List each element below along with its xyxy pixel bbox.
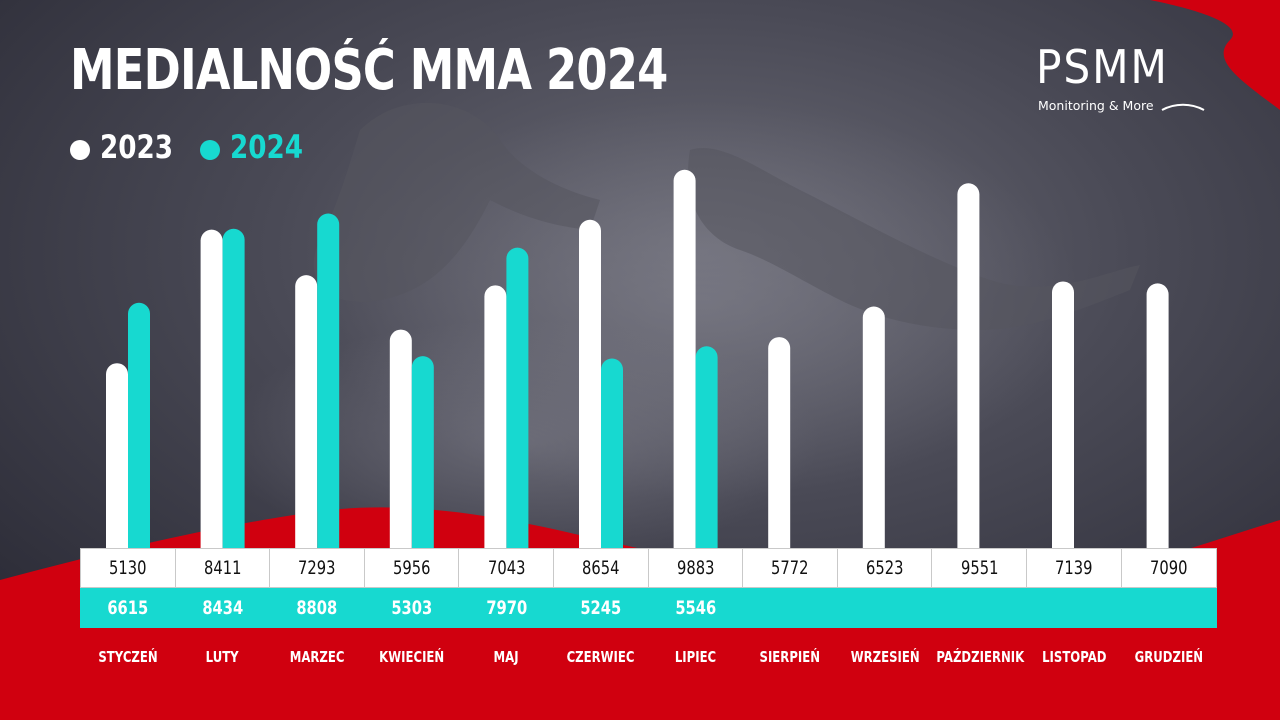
value-label-2024-4: 5303 [363, 588, 460, 628]
bar-2023-10 [957, 183, 980, 583]
chart-title: MEDIALNOŚĆ MMA 2024 [70, 38, 668, 103]
month-label-3: MARZEC [289, 648, 345, 666]
month-label-2: LUTY [206, 648, 240, 666]
legend-label-2023: 2023 [100, 128, 174, 166]
month-label-9: WRZESIEŃ [850, 648, 920, 666]
bar-2023-3 [295, 275, 318, 582]
value-label-2024-11 [1026, 588, 1122, 628]
value-label-2024-5: 7970 [458, 588, 555, 628]
month-label-7: LIPIEC [674, 648, 717, 666]
bar-2023-4 [389, 329, 412, 582]
bar-2023-8 [768, 337, 791, 582]
bar-2024-3 [317, 213, 340, 582]
logo-tagline: Monitoring & More [1038, 98, 1154, 113]
value-label-2023-7: 9883 [647, 548, 744, 588]
value-label-2024-7: 5546 [647, 588, 744, 628]
value-label-2023-3: 7293 [269, 548, 366, 588]
bar-2023-9 [862, 306, 885, 582]
logo-name: PSMM [1036, 40, 1169, 94]
bars-layer [106, 169, 1169, 583]
value-label-2024-9 [836, 588, 933, 628]
value-label-2023-6: 8654 [553, 548, 649, 588]
logo-arc-icon [1161, 103, 1205, 111]
month-label-1: STYCZEŃ [98, 648, 158, 666]
bar-2023-7 [673, 169, 696, 582]
bar-2023-12 [1146, 283, 1169, 582]
value-label-2024-8 [742, 588, 839, 628]
month-label-11: LISTOPAD [1041, 648, 1107, 666]
value-label-2023-9: 6523 [836, 548, 933, 588]
bar-2024-5 [506, 247, 529, 582]
value-label-2023-12: 7090 [1120, 548, 1217, 588]
legend-dot-2023 [70, 140, 90, 160]
bar-2024-4 [411, 356, 434, 582]
month-label-12: GRUDZIEŃ [1134, 648, 1203, 666]
bar-2023-1 [106, 363, 128, 582]
value-label-2024-2: 8434 [174, 588, 271, 628]
bar-2024-7 [695, 346, 718, 582]
value-label-2023-2: 8411 [174, 548, 271, 588]
value-label-2023-8: 5772 [742, 548, 839, 588]
bar-2024-6 [601, 358, 623, 582]
month-label-6: CZERWIEC [567, 648, 635, 666]
value-label-2024-12 [1120, 588, 1217, 628]
legend-label-2024: 2024 [230, 128, 304, 166]
value-label-2024-3: 8808 [269, 588, 366, 628]
bar-2024-2 [222, 228, 245, 582]
bar-2023-11 [1052, 281, 1074, 582]
value-label-2024-1: 6615 [80, 588, 176, 628]
bar-2023-6 [579, 219, 601, 582]
month-label-4: KWIECIEŃ [379, 648, 445, 666]
month-label-8: SIERPIEŃ [759, 648, 821, 666]
bar-2023-2 [200, 229, 223, 582]
fighters-silhouette [313, 102, 1140, 330]
value-label-2023-1: 5130 [80, 548, 176, 588]
value-label-2023-5: 7043 [458, 548, 555, 588]
value-label-2024-10 [931, 588, 1028, 628]
month-label-10: PAŹDZIERNIK [936, 648, 1025, 666]
value-label-2024-6: 5245 [553, 588, 649, 628]
bar-2024-1 [128, 302, 150, 582]
value-label-2023-4: 5956 [363, 548, 460, 588]
red-corner-shape [1150, 0, 1280, 110]
value-label-2023-10: 9551 [931, 548, 1028, 588]
bar-2023-5 [484, 285, 507, 582]
value-label-2023-11: 7139 [1026, 548, 1122, 588]
month-label-5: MAJ [493, 648, 519, 666]
psmm-logo: PSMM Monitoring & More [1036, 40, 1206, 120]
legend-dot-2024 [200, 140, 220, 160]
